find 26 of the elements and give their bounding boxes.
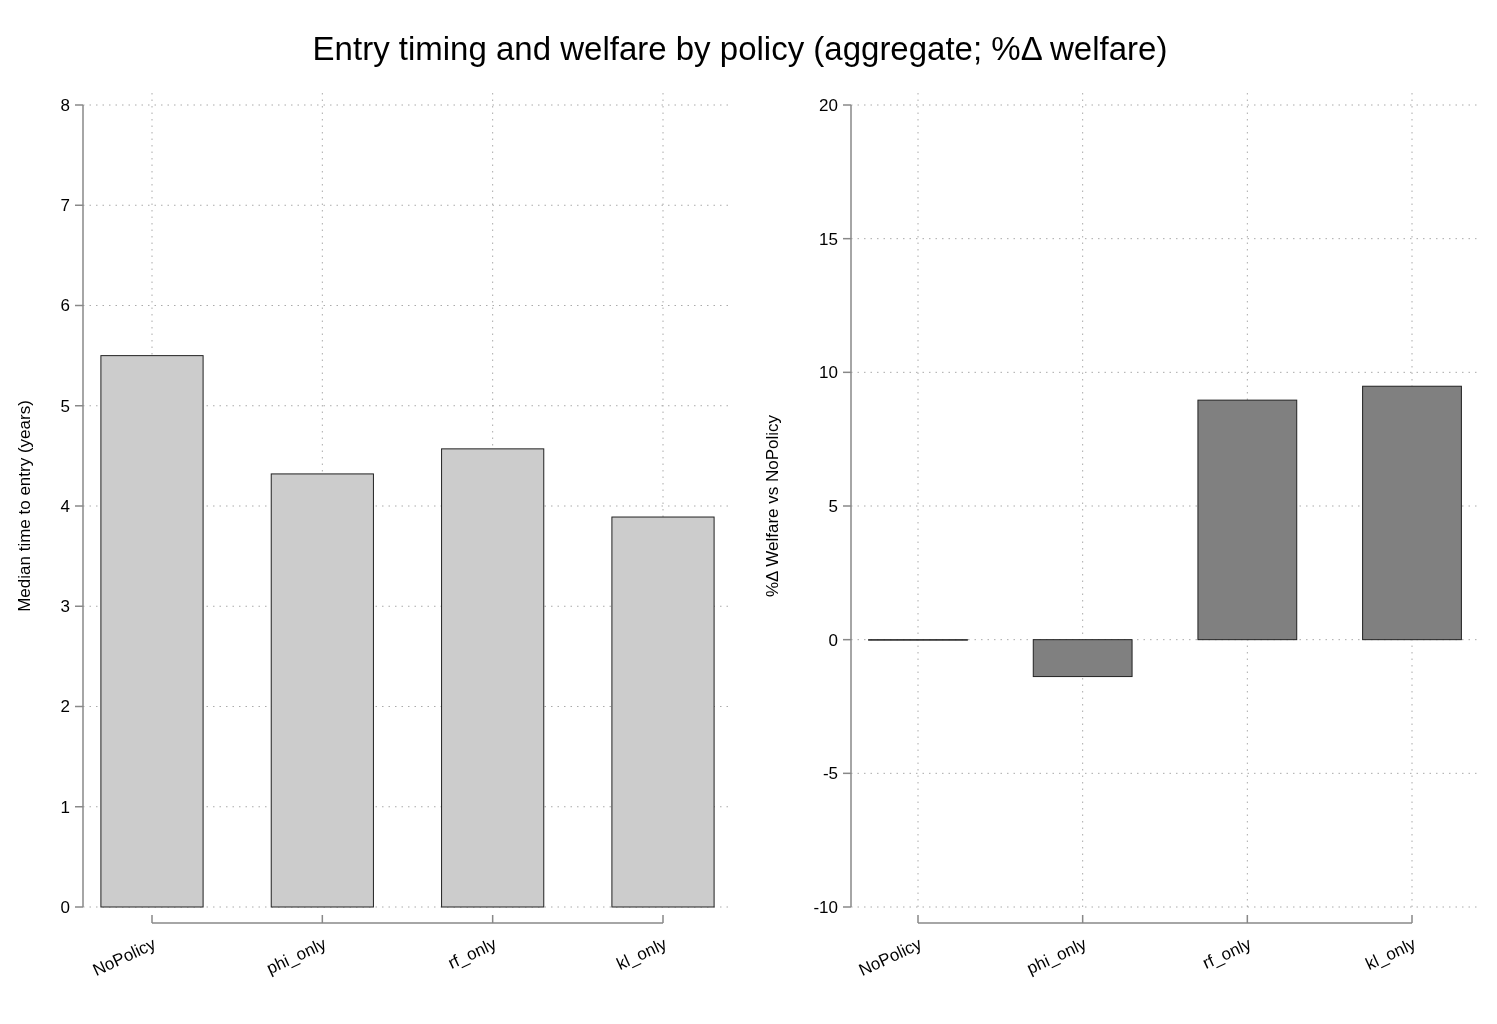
- y-tick-label: 4: [60, 496, 70, 516]
- y-tick-label: 10: [819, 363, 838, 383]
- bar: [270, 473, 374, 908]
- y-tick-label: -5: [822, 764, 838, 784]
- y-tick-label: 5: [828, 496, 838, 516]
- y-tick-label: 0: [60, 897, 70, 917]
- y-tick-label: -10: [813, 897, 838, 917]
- y-tick-label: 6: [60, 296, 70, 316]
- y-tick-label: 2: [60, 697, 70, 717]
- chart-title: Entry timing and welfare by policy (aggregate; %Δ welfare): [312, 30, 1168, 67]
- y-tick-label: 15: [819, 229, 838, 249]
- bar: [1032, 639, 1133, 678]
- bar: [1197, 399, 1298, 641]
- y-tick-label: 3: [60, 597, 70, 617]
- y-axis-title: Median time to entry (years): [15, 400, 34, 612]
- y-tick-label: 1: [60, 797, 70, 817]
- bar: [611, 516, 715, 908]
- y-tick-label: 7: [60, 196, 70, 216]
- bar: [100, 355, 204, 908]
- y-tick-label: 0: [828, 630, 838, 650]
- y-axis-title: %Δ Welfare vs NoPolicy: [763, 414, 782, 598]
- y-tick-label: 20: [819, 95, 838, 115]
- y-tick-label: 8: [60, 95, 70, 115]
- y-tick-label: 5: [60, 396, 70, 416]
- bar: [1362, 385, 1462, 641]
- bar: [441, 448, 545, 908]
